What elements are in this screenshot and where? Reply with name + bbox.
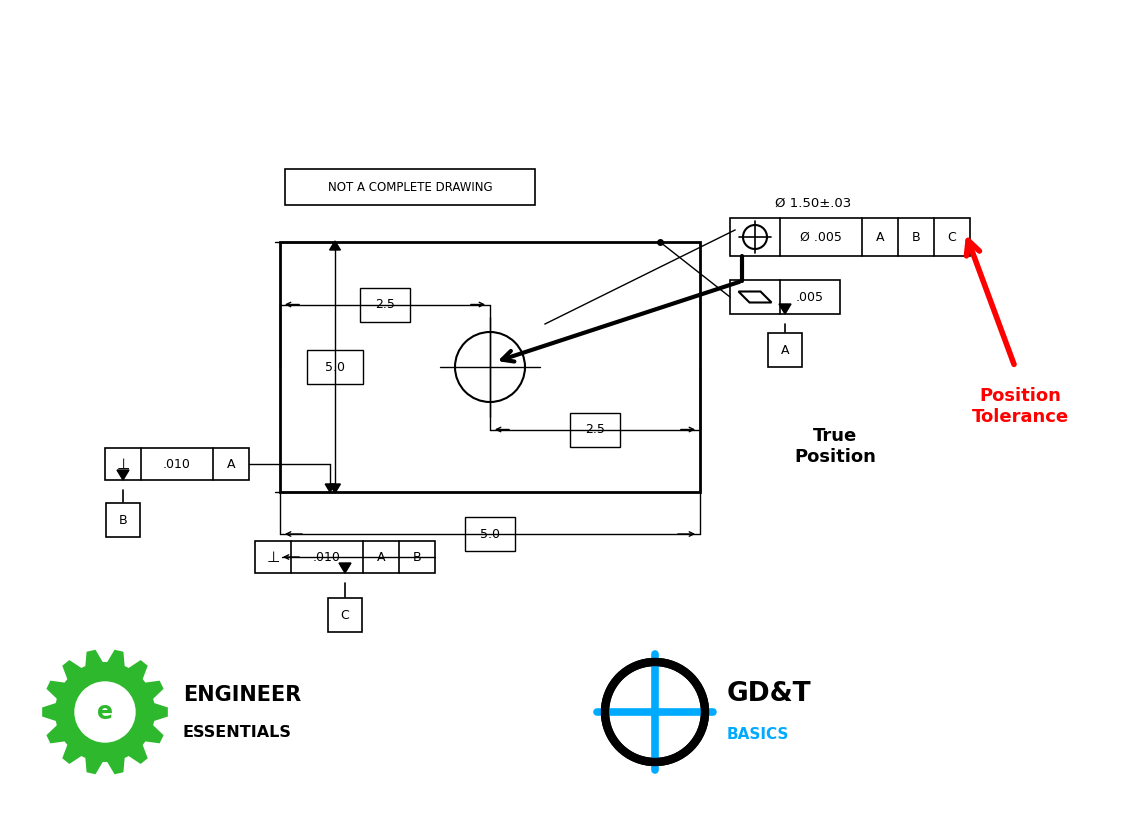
Text: C: C <box>341 608 349 621</box>
Text: 2.5: 2.5 <box>586 423 605 436</box>
Polygon shape <box>339 563 351 573</box>
Bar <box>280 242 700 492</box>
Text: A: A <box>781 344 789 357</box>
Text: A: A <box>875 230 885 243</box>
Bar <box>465 517 515 551</box>
Text: .010: .010 <box>163 458 191 470</box>
Polygon shape <box>42 649 168 774</box>
Polygon shape <box>325 484 334 492</box>
Text: C: C <box>947 230 956 243</box>
Text: Ø 1.50±.03: Ø 1.50±.03 <box>775 197 852 210</box>
Text: A: A <box>226 458 235 470</box>
Text: .005: .005 <box>796 290 824 303</box>
Text: 2.5: 2.5 <box>375 298 395 311</box>
Bar <box>255 541 435 573</box>
Text: ESSENTIALS: ESSENTIALS <box>183 724 292 740</box>
Text: NOT A COMPLETE DRAWING: NOT A COMPLETE DRAWING <box>327 181 492 193</box>
Text: BASICS: BASICS <box>727 727 789 741</box>
Text: 5.0: 5.0 <box>325 361 345 373</box>
Bar <box>730 218 970 256</box>
Polygon shape <box>117 470 128 480</box>
Bar <box>570 413 620 446</box>
Bar <box>105 448 249 480</box>
Text: e: e <box>97 700 113 724</box>
Polygon shape <box>330 484 340 493</box>
Bar <box>767 333 802 367</box>
Text: Position
Tolerance: Position Tolerance <box>971 387 1069 426</box>
Bar <box>307 350 363 384</box>
Text: ⊥: ⊥ <box>116 456 130 472</box>
Bar <box>106 503 140 537</box>
Polygon shape <box>779 304 791 314</box>
Text: B: B <box>912 230 920 243</box>
Text: .010: .010 <box>313 551 341 564</box>
Circle shape <box>605 662 705 762</box>
Text: ⊥: ⊥ <box>266 549 280 565</box>
Circle shape <box>75 682 135 742</box>
Bar <box>327 598 362 632</box>
Text: ENGINEER: ENGINEER <box>183 685 301 705</box>
Text: True
Position: True Position <box>794 427 875 466</box>
Text: GD&T: GD&T <box>727 681 812 707</box>
Bar <box>360 288 410 321</box>
Text: Ø .005: Ø .005 <box>800 230 841 243</box>
Text: A: A <box>376 551 385 564</box>
Text: B: B <box>118 514 127 527</box>
Polygon shape <box>330 241 340 250</box>
Text: 5.0: 5.0 <box>480 528 500 541</box>
Bar <box>285 169 536 205</box>
Bar <box>730 280 840 314</box>
Text: B: B <box>413 551 422 564</box>
